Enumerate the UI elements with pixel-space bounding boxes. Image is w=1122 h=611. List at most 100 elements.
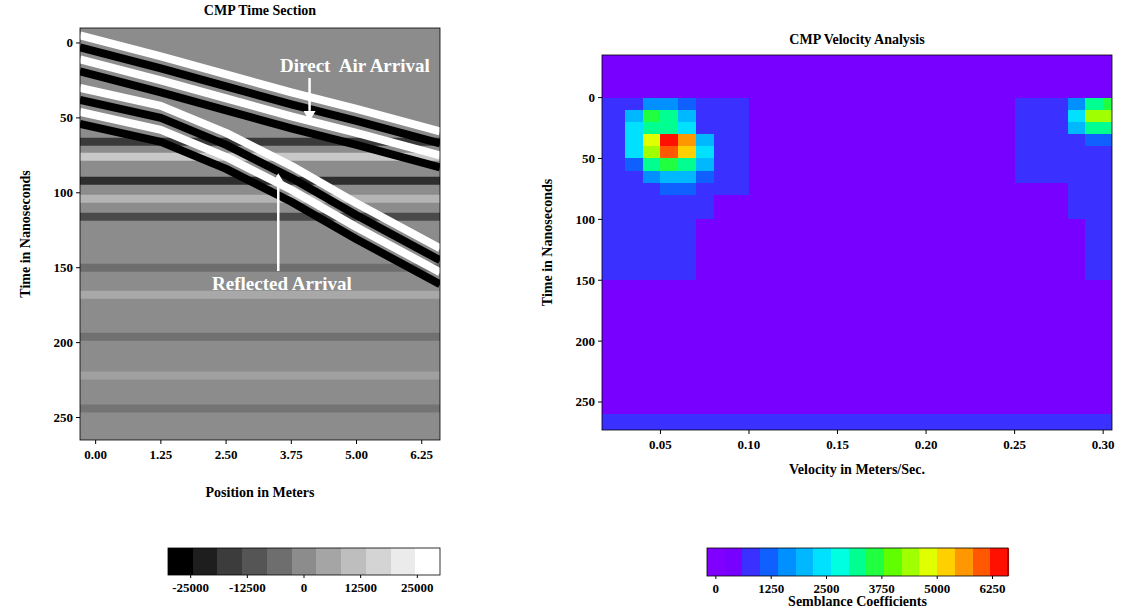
heat-cell <box>1103 98 1112 111</box>
colorbar-frame <box>168 548 440 575</box>
heat-cell <box>602 92 626 99</box>
event-stripe <box>80 195 440 203</box>
heat-cell <box>749 146 1015 159</box>
heat-cell <box>714 183 750 196</box>
colorbar-tick <box>937 576 938 579</box>
heat-cell <box>602 171 626 184</box>
colorbar-tick-label: 1250 <box>758 581 784 596</box>
y-tick <box>76 342 80 343</box>
colorbar-tick-label: 0 <box>301 580 308 595</box>
heat-cell <box>1015 341 1069 415</box>
heat-cell <box>643 183 661 196</box>
y-tick-label: 100 <box>576 212 596 227</box>
heat-cell <box>1068 55 1086 92</box>
y-axis-title: Time in Nanoseconds <box>540 178 555 306</box>
heat-cell <box>625 146 643 159</box>
event-stripe <box>80 47 440 143</box>
heat-cell <box>1085 414 1103 430</box>
y-tick-label: 200 <box>576 334 596 349</box>
heat-cell <box>1015 98 1069 111</box>
y-tick <box>76 42 80 43</box>
heat-cell <box>714 146 750 159</box>
x-tick-label: 1.25 <box>149 447 172 462</box>
heat-cell <box>625 171 643 184</box>
heat-cell <box>1103 183 1112 196</box>
heat-cell <box>602 414 626 430</box>
colorbar-tick <box>360 575 361 578</box>
heat-cell <box>1068 92 1086 99</box>
heat-cell <box>678 341 696 415</box>
colorbar-tick-label: 6250 <box>980 581 1006 596</box>
x-tick-label: 2.50 <box>215 447 238 462</box>
x-tick <box>291 440 292 444</box>
heat-cell <box>1103 195 1112 220</box>
heat-cell <box>714 414 750 430</box>
colorbar-step <box>990 548 1008 576</box>
colorbar-title: Semblance Coefficients <box>788 594 927 609</box>
y-tick <box>76 417 80 418</box>
colorbar-tick <box>881 576 882 579</box>
x-tick-label: 0.05 <box>649 437 672 452</box>
annotation: Direct Air Arrival <box>280 55 430 76</box>
heat-cell <box>1015 92 1069 99</box>
y-tick-label: 0 <box>589 90 596 105</box>
heat-cell <box>625 55 643 92</box>
heat-cell <box>1068 414 1086 430</box>
colorbar-step <box>267 548 292 575</box>
heat-cell <box>678 55 696 92</box>
heat-cell <box>1085 98 1103 111</box>
heat-cell <box>625 92 643 99</box>
colorbar-step <box>884 548 902 576</box>
y-tick <box>76 192 80 193</box>
heat-cell <box>602 341 626 415</box>
y-tick <box>598 401 602 402</box>
heat-cell <box>660 92 678 99</box>
heat-cell <box>749 55 1015 92</box>
heat-cell <box>714 341 750 415</box>
heat-cell <box>696 195 714 220</box>
heat-cell <box>660 158 678 171</box>
x-tick-label: 5.00 <box>345 447 368 462</box>
colorbar-tick-label: 5000 <box>924 581 950 596</box>
y-tick <box>598 219 602 220</box>
colorbar-tick <box>304 575 305 578</box>
heat-cell <box>625 110 643 123</box>
heat-cell <box>678 110 696 123</box>
plot-background <box>80 28 440 440</box>
colorbar-tick <box>992 576 993 579</box>
heat-cell <box>1103 219 1112 280</box>
heat-cell <box>678 158 696 171</box>
heat-cell <box>1015 171 1069 184</box>
heat-cell <box>678 414 696 430</box>
colorbar-tick <box>771 576 772 579</box>
x-tick-label: 6.25 <box>410 447 433 462</box>
heat-cell <box>602 280 626 341</box>
heat-cell <box>643 219 661 280</box>
heat-cell <box>643 98 661 111</box>
colorbar-tick <box>715 576 716 579</box>
y-tick-label: 250 <box>576 394 596 409</box>
panel-1: 0.050.100.150.200.250.30050100150200250C… <box>540 32 1115 609</box>
x-tick <box>1014 430 1015 434</box>
heat-cell <box>1085 110 1103 123</box>
heat-cell <box>1085 195 1103 220</box>
y-axis-title: Time in Nanoseconds <box>18 170 33 298</box>
heat-cell <box>1068 280 1086 341</box>
annotation-arrowhead <box>304 111 316 121</box>
heat-cell <box>1085 122 1103 135</box>
heat-cell <box>625 122 643 135</box>
heat-cell <box>602 55 626 92</box>
heat-cell <box>643 110 661 123</box>
heat-cell <box>1068 110 1086 123</box>
heat-cell <box>749 183 1015 196</box>
x-tick-label: 0.20 <box>915 437 938 452</box>
heat-cell <box>1015 55 1069 92</box>
x-tick <box>748 430 749 434</box>
heat-cell <box>1068 134 1086 147</box>
heat-cell <box>678 92 696 99</box>
heat-cell <box>678 280 696 341</box>
heat-cell <box>602 183 626 196</box>
y-tick <box>598 280 602 281</box>
colorbar-step <box>292 548 317 575</box>
colorbar-step <box>217 548 242 575</box>
